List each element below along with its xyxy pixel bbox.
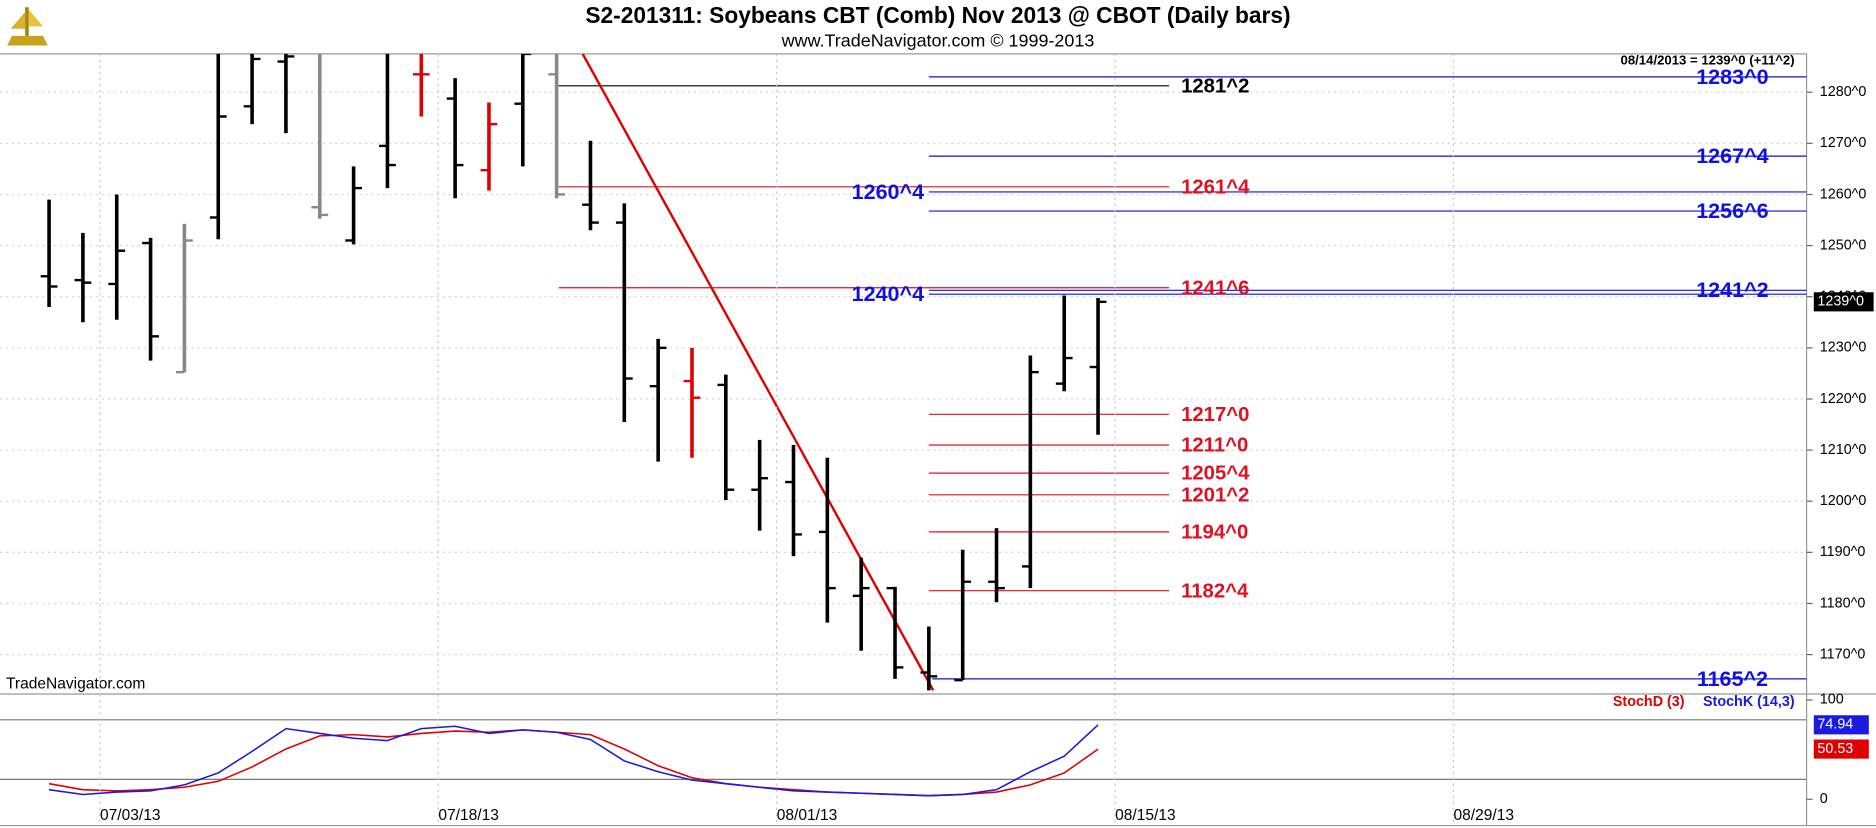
y-tick-label: 1270^0 — [1820, 135, 1867, 151]
level-label: 1260^4 — [852, 180, 924, 204]
y-tick-label: 1260^0 — [1820, 186, 1867, 202]
stoch-line — [48, 724, 1099, 797]
y-tick-label: 1210^0 — [1820, 442, 1867, 458]
level-label: 1182^4 — [1181, 580, 1249, 602]
watermark: TradeNavigator.com — [6, 676, 145, 693]
y-tick-label: 1220^0 — [1820, 391, 1867, 407]
level-label: 1256^6 — [1696, 199, 1768, 223]
level-label: 1267^4 — [1696, 144, 1768, 168]
level-label: 1281^2 — [1181, 75, 1249, 97]
overlay: 1170^0 1180^0 1190^0 1200^0 1210^0 1220^0 1230… — [99, 53, 1874, 826]
level-label: 1261^4 — [1181, 176, 1250, 198]
last-value-tag — [1813, 739, 1869, 759]
price-plot — [0, 53, 1807, 691]
level-label: 1194^0 — [1181, 521, 1248, 543]
y-tick-label: 1230^0 — [1820, 340, 1867, 356]
x-tick-label: 07/03/13 — [100, 807, 161, 824]
level-label: 1205^4 — [1181, 463, 1250, 485]
last-price-label: 1239^0 — [1817, 294, 1864, 310]
level-label: 1241^2 — [1696, 278, 1768, 302]
x-tick-label: 08/15/13 — [1115, 807, 1176, 824]
x-tick-label: 07/18/13 — [438, 807, 499, 824]
last-value-tag — [1813, 715, 1869, 735]
y-tick-label: 1200^0 — [1820, 493, 1867, 509]
chart-subtitle: www.TradeNavigator.com © 1999-2013 — [781, 31, 1095, 51]
legend-entry: StochD (3) — [1613, 694, 1685, 710]
last-price-tag — [1813, 292, 1874, 312]
chart-title: S2-201311: Soybeans CBT (Comb) Nov 2013 … — [585, 2, 1290, 28]
level-label: 1240^4 — [852, 282, 924, 306]
legend-entry: StochK (14,3) — [1703, 694, 1795, 710]
level-label: 1211^0 — [1181, 435, 1248, 457]
level-label: 1165^2 — [1697, 667, 1768, 691]
y-tick-label: 100 — [1820, 692, 1844, 708]
trendline — [581, 53, 935, 691]
level-label: 1241^6 — [1181, 277, 1249, 299]
last-value-label: 50.53 — [1817, 741, 1853, 757]
y-tick-label: 1170^0 — [1820, 646, 1866, 662]
last-value-label: 74.94 — [1817, 717, 1853, 733]
y-tick-label: 1180^0 — [1820, 595, 1866, 611]
x-tick-label: 08/01/13 — [777, 807, 838, 824]
y-tick-label: 1190^0 — [1820, 544, 1866, 560]
y-tick-label: 1280^0 — [1820, 84, 1867, 100]
header-quote: 08/14/2013 = 1239^0 (+11^2) — [1621, 53, 1795, 68]
level-label: 1283^0 — [1696, 65, 1768, 89]
y-tick-label: 0 — [1820, 791, 1828, 807]
x-tick-label: 08/29/13 — [1454, 807, 1515, 824]
level-label: 1217^0 — [1181, 404, 1249, 426]
level-label: 1201^2 — [1181, 484, 1249, 506]
y-tick-label: 1250^0 — [1820, 237, 1867, 253]
stoch-plot — [0, 719, 1807, 797]
logo — [7, 7, 48, 46]
